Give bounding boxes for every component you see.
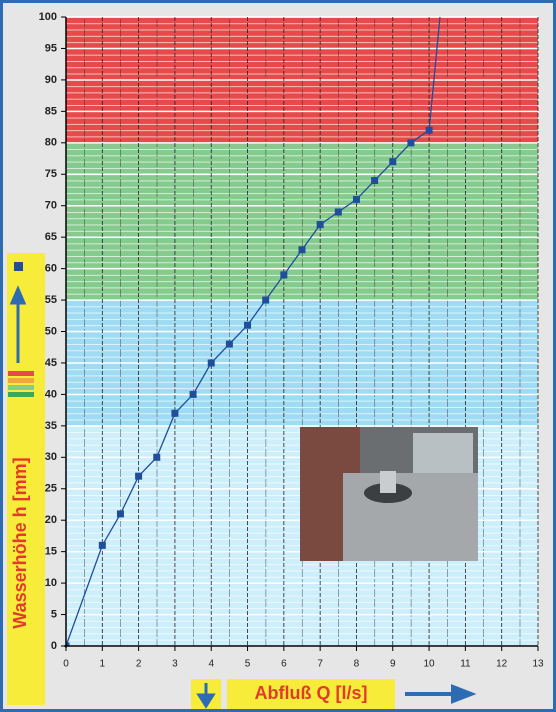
y-tick-label: 90 (45, 74, 57, 86)
y-tick-label: 95 (45, 42, 57, 54)
point (153, 453, 161, 461)
point (225, 340, 233, 348)
y-tick-label: 75 (45, 168, 57, 180)
point (316, 221, 324, 229)
x-tick-label: 10 (424, 659, 436, 670)
point (171, 409, 179, 417)
x-tick-label: 4 (208, 659, 214, 670)
y-tick-label: 80 (45, 137, 57, 149)
x-tick-label: 6 (281, 659, 287, 670)
point (66, 642, 70, 646)
y-tick-label: 30 (45, 451, 57, 463)
y-tick-label: 65 (45, 231, 57, 243)
point (207, 359, 215, 367)
x-label-box (227, 679, 395, 709)
x-tick-label: 2 (136, 659, 142, 670)
y-tick-label: 45 (45, 357, 57, 369)
photo (300, 427, 478, 561)
x-tick-label: 7 (317, 659, 323, 670)
legend-orange (8, 378, 34, 383)
point (116, 510, 124, 518)
legend-green (8, 385, 34, 390)
legend-red (8, 371, 34, 376)
point (98, 541, 106, 549)
x-axis-label: Abfluß Q [l/s] (255, 683, 368, 703)
legend-marker (14, 262, 23, 271)
right-arrow (405, 684, 477, 704)
chart: 0510152025303540455055606570758085909510… (7, 11, 544, 709)
y-tick-label: 10 (45, 577, 57, 589)
y-label-box (7, 253, 45, 705)
x-tick-label: 3 (172, 659, 178, 670)
x-tick-label: 8 (354, 659, 360, 670)
up-arrow (9, 285, 27, 363)
y-tick-label: 70 (45, 200, 57, 212)
point (425, 126, 433, 134)
point (371, 177, 379, 185)
y-tick-label: 100 (39, 11, 57, 23)
point (135, 472, 143, 480)
point (334, 208, 342, 216)
x-tick-label: 1 (100, 659, 106, 670)
point (298, 246, 306, 254)
point (352, 195, 360, 203)
y-axis-label: Wasserhöhe h [mm] (10, 457, 30, 628)
y-tick-label: 50 (45, 325, 57, 337)
y-tick-label: 85 (45, 105, 57, 117)
x-tick-label: 9 (390, 659, 396, 670)
down-arrow (196, 683, 216, 709)
x-tick-label: 0 (63, 659, 69, 670)
y-tick-label: 55 (45, 294, 57, 306)
y-tick-label: 15 (45, 546, 57, 558)
y-tick-label: 35 (45, 420, 57, 432)
point (407, 139, 415, 147)
x-tick-label: 11 (460, 659, 471, 670)
legend-darkgreen (8, 392, 34, 397)
point (389, 158, 397, 166)
y-tick-label: 0 (51, 640, 57, 652)
point (189, 390, 197, 398)
point (262, 296, 270, 304)
point (280, 271, 288, 279)
point (244, 321, 252, 329)
x-tick-label: 5 (245, 659, 251, 670)
y-tick-label: 5 (51, 608, 57, 620)
x-tick-label: 12 (496, 659, 508, 670)
y-tick-label: 40 (45, 388, 57, 400)
y-tick-label: 25 (45, 483, 57, 495)
x-tick-label: 13 (532, 659, 544, 670)
y-tick-label: 60 (45, 263, 57, 275)
y-tick-label: 20 (45, 514, 57, 526)
